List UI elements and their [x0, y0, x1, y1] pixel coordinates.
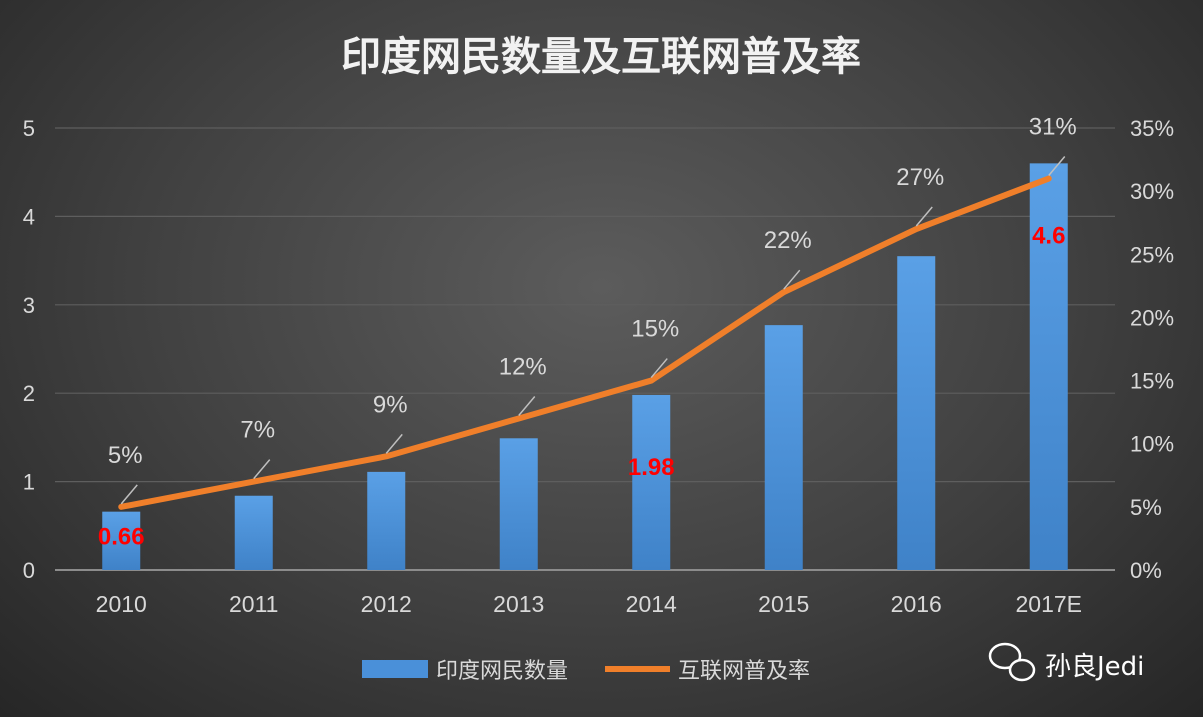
left-tick-label: 0: [23, 558, 35, 583]
right-tick-label: 10%: [1130, 432, 1174, 457]
left-tick-label: 1: [23, 470, 35, 495]
line-data-label: 7%: [240, 417, 275, 444]
right-tick-label: 5%: [1130, 495, 1162, 520]
leader-line: [1048, 156, 1066, 176]
x-tick-label: 2017E: [1015, 591, 1082, 617]
wechat-icon: [988, 642, 1036, 682]
line-data-label: 9%: [373, 391, 408, 418]
x-tick-label: 2015: [758, 591, 809, 617]
x-tick-label: 2013: [493, 591, 544, 617]
leader-line: [253, 459, 271, 480]
line-data-label: 15%: [631, 316, 679, 343]
bar-data-label: 1.98: [628, 454, 675, 481]
left-tick-label: 5: [23, 116, 35, 141]
left-tick-label: 2: [23, 381, 35, 406]
line-data-label: 22%: [764, 227, 812, 254]
right-tick-label: 30%: [1130, 179, 1174, 204]
line-data-label: 5%: [108, 442, 143, 469]
x-tick-label: 2011: [229, 591, 278, 617]
bar-data-label: 4.6: [1032, 222, 1065, 249]
x-tick-label: 2010: [96, 591, 147, 617]
legend-label-penetration: 互联网普及率: [678, 658, 810, 683]
x-tick-label: 2012: [361, 591, 412, 617]
bar-2016: [897, 256, 936, 570]
bar-2011: [234, 495, 273, 570]
right-tick-label: 15%: [1130, 369, 1174, 394]
right-tick-label: 35%: [1130, 116, 1174, 141]
left-tick-label: 4: [23, 204, 35, 229]
leader-line: [650, 358, 668, 379]
right-tick-label: 0%: [1130, 558, 1162, 583]
right-tick-label: 25%: [1130, 242, 1174, 267]
x-tick-label: 2014: [626, 591, 677, 617]
bar-2017E: [1029, 163, 1068, 571]
line-data-label: 12%: [499, 353, 547, 380]
legend: 印度网民数量 互联网普及率: [362, 658, 810, 683]
penetration-line: [118, 175, 1052, 510]
left-tick-label: 3: [23, 293, 35, 318]
line-data-label: 27%: [896, 164, 944, 191]
watermark-text: 孙良Jedi: [1045, 652, 1144, 682]
leader-line: [120, 484, 138, 505]
bar-2010: [102, 511, 141, 570]
right-tick-label: 20%: [1130, 305, 1174, 330]
legend-bar-swatch: [362, 660, 428, 678]
leader-line: [385, 433, 403, 454]
chart-title: 印度网民数量及互联网普及率: [341, 35, 861, 79]
bar-2012: [367, 471, 406, 570]
bar-2015: [764, 325, 803, 570]
line-data-label: 31%: [1029, 114, 1077, 141]
x-tick-label: 2016: [891, 591, 942, 617]
leader-line: [518, 395, 536, 416]
bar-2014: [632, 394, 671, 570]
legend-label-users: 印度网民数量: [436, 658, 568, 683]
leader-line: [783, 269, 801, 290]
bar-2013: [499, 438, 538, 570]
watermark: 孙良Jedi: [988, 642, 1144, 682]
leader-line: [915, 206, 933, 227]
bar-data-label: 0.66: [98, 524, 145, 551]
